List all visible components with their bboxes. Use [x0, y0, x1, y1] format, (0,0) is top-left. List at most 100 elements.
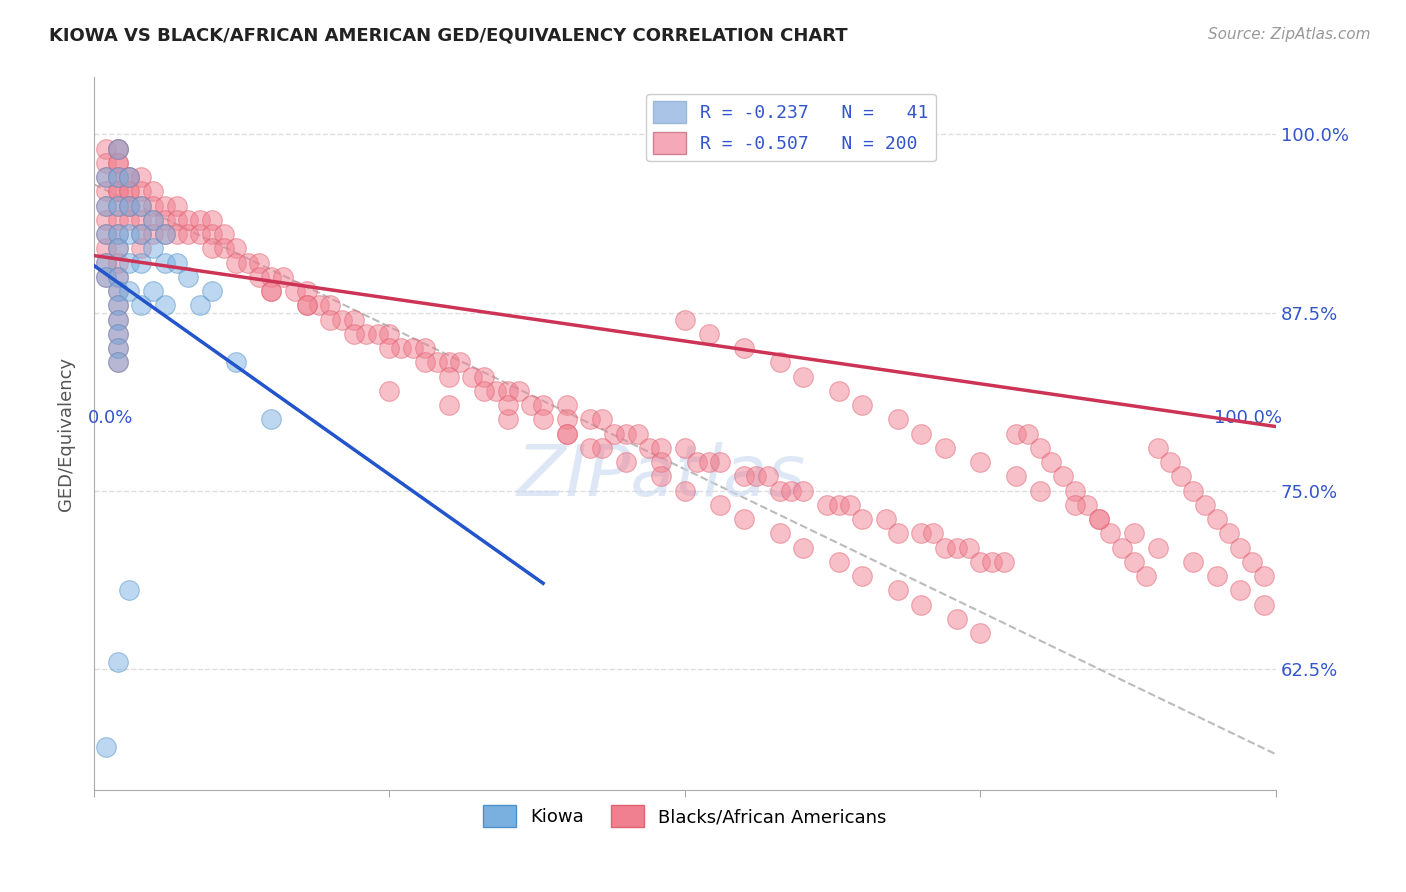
Point	[142, 213, 165, 227]
Point	[107, 199, 129, 213]
Point	[627, 426, 650, 441]
Point	[107, 298, 129, 312]
Point	[969, 555, 991, 569]
Point	[142, 227, 165, 242]
Point	[650, 441, 672, 455]
Point	[118, 284, 141, 298]
Point	[1040, 455, 1063, 469]
Point	[650, 469, 672, 483]
Point	[129, 298, 152, 312]
Point	[1123, 555, 1146, 569]
Point	[555, 412, 578, 426]
Point	[118, 199, 141, 213]
Point	[94, 170, 117, 185]
Point	[107, 284, 129, 298]
Point	[946, 541, 969, 555]
Point	[142, 284, 165, 298]
Point	[1146, 541, 1168, 555]
Point	[579, 441, 602, 455]
Point	[107, 655, 129, 669]
Point	[260, 269, 283, 284]
Point	[212, 227, 235, 242]
Point	[94, 185, 117, 199]
Point	[107, 227, 129, 242]
Point	[367, 326, 389, 341]
Point	[129, 227, 152, 242]
Point	[107, 312, 129, 326]
Point	[603, 426, 626, 441]
Point	[118, 170, 141, 185]
Point	[673, 483, 696, 498]
Point	[236, 255, 259, 269]
Point	[1241, 555, 1264, 569]
Point	[768, 483, 790, 498]
Point	[827, 498, 849, 512]
Point	[520, 398, 543, 412]
Point	[129, 255, 152, 269]
Point	[94, 242, 117, 256]
Point	[1253, 569, 1275, 583]
Point	[284, 284, 307, 298]
Point	[745, 469, 768, 483]
Point	[934, 541, 956, 555]
Point	[437, 369, 460, 384]
Point	[153, 227, 176, 242]
Point	[94, 199, 117, 213]
Point	[142, 185, 165, 199]
Point	[697, 326, 720, 341]
Point	[129, 185, 152, 199]
Point	[969, 455, 991, 469]
Point	[1064, 498, 1087, 512]
Point	[94, 170, 117, 185]
Point	[107, 269, 129, 284]
Point	[1253, 598, 1275, 612]
Point	[177, 213, 200, 227]
Point	[437, 355, 460, 369]
Point	[201, 213, 224, 227]
Point	[827, 555, 849, 569]
Point	[673, 441, 696, 455]
Point	[308, 298, 330, 312]
Point	[330, 312, 353, 326]
Point	[531, 398, 554, 412]
Point	[851, 569, 873, 583]
Point	[107, 284, 129, 298]
Point	[851, 398, 873, 412]
Point	[166, 255, 188, 269]
Text: Source: ZipAtlas.com: Source: ZipAtlas.com	[1208, 27, 1371, 42]
Point	[107, 326, 129, 341]
Point	[107, 227, 129, 242]
Point	[1170, 469, 1192, 483]
Point	[129, 227, 152, 242]
Point	[650, 455, 672, 469]
Point	[472, 369, 495, 384]
Point	[188, 213, 211, 227]
Point	[153, 199, 176, 213]
Point	[118, 185, 141, 199]
Point	[946, 612, 969, 626]
Point	[107, 213, 129, 227]
Point	[614, 426, 637, 441]
Point	[579, 412, 602, 426]
Point	[201, 242, 224, 256]
Point	[378, 341, 401, 355]
Point	[166, 213, 188, 227]
Point	[496, 384, 519, 398]
Point	[177, 269, 200, 284]
Point	[886, 583, 908, 598]
Point	[792, 541, 814, 555]
Point	[94, 199, 117, 213]
Point	[792, 483, 814, 498]
Point	[1064, 483, 1087, 498]
Point	[413, 355, 436, 369]
Point	[1182, 483, 1205, 498]
Point	[107, 326, 129, 341]
Point	[129, 199, 152, 213]
Point	[118, 199, 141, 213]
Point	[107, 355, 129, 369]
Point	[1194, 498, 1216, 512]
Point	[555, 426, 578, 441]
Point	[142, 213, 165, 227]
Point	[225, 255, 247, 269]
Point	[839, 498, 862, 512]
